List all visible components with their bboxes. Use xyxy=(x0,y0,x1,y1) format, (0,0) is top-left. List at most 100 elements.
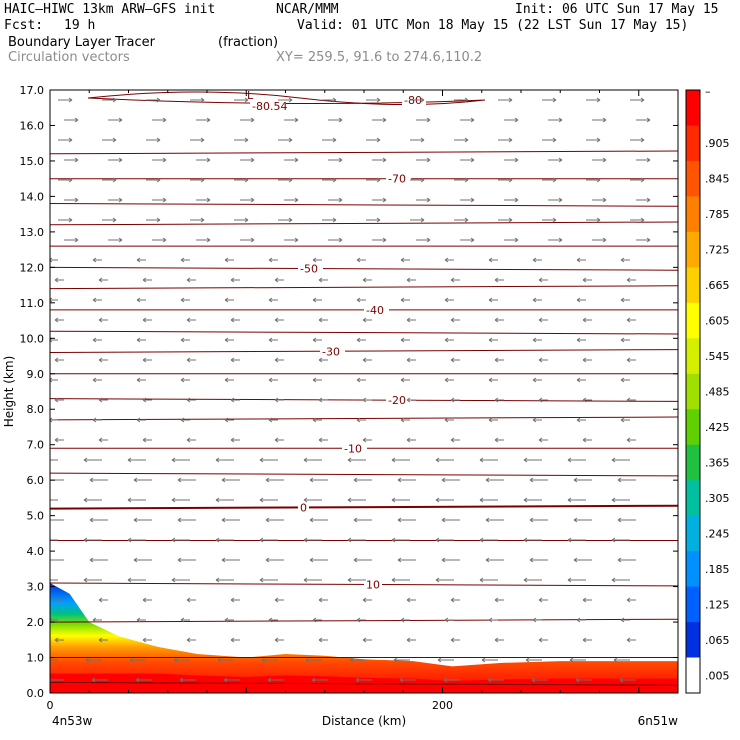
vector-head xyxy=(617,557,622,561)
vector-head xyxy=(309,477,314,481)
vector-head xyxy=(206,119,211,123)
vector-head xyxy=(494,399,499,403)
vector-head xyxy=(617,519,622,523)
vector-head xyxy=(406,399,411,403)
vector-head xyxy=(353,477,358,481)
vector-head xyxy=(98,597,103,601)
vector-head xyxy=(573,477,578,481)
vector-head xyxy=(406,437,411,441)
contour-label: 0 xyxy=(300,501,307,514)
vector-head xyxy=(596,179,601,183)
vector-head xyxy=(450,317,455,321)
vector-head xyxy=(127,457,132,461)
vector-head xyxy=(274,437,279,441)
vector-head xyxy=(98,599,103,603)
vector-head xyxy=(83,539,88,543)
vector-head xyxy=(180,339,185,343)
vector-head xyxy=(133,477,138,481)
vector-head xyxy=(98,399,103,403)
vector-head xyxy=(112,179,117,183)
vector-head xyxy=(356,619,361,623)
vector-head xyxy=(46,558,49,560)
vector-head xyxy=(485,559,490,563)
vector-head xyxy=(92,299,97,303)
y-tick-label: 1.0 xyxy=(27,652,45,665)
vector-head xyxy=(162,117,167,121)
vector-head xyxy=(250,159,255,163)
vector-head xyxy=(494,437,499,441)
vector-head xyxy=(382,159,387,163)
vector-head xyxy=(89,559,94,563)
vector-head xyxy=(626,597,631,601)
vector-head xyxy=(470,197,475,201)
vector-head xyxy=(224,299,229,303)
vector-head xyxy=(514,199,519,203)
vector-head xyxy=(294,237,299,241)
vector-head xyxy=(464,219,469,223)
vector-head xyxy=(576,417,581,421)
vector-head xyxy=(362,359,367,363)
vector-head xyxy=(617,479,622,483)
vector-head xyxy=(356,339,361,343)
vector-head xyxy=(180,259,185,263)
y-axis-label: Height (km) xyxy=(2,356,16,427)
vector-head xyxy=(40,460,43,462)
vector-head xyxy=(494,639,499,643)
vector-head xyxy=(224,379,229,383)
vector-head xyxy=(567,577,572,581)
vector-head xyxy=(558,237,563,241)
vector-head xyxy=(206,117,211,121)
vector-head xyxy=(611,457,616,461)
vector-head xyxy=(514,157,519,161)
vector-head xyxy=(602,199,607,203)
vector-head xyxy=(450,397,455,401)
vector-head xyxy=(646,197,651,201)
vector-head xyxy=(230,637,235,641)
vector-head xyxy=(221,517,226,521)
vector-head xyxy=(573,559,578,563)
vector-head xyxy=(224,417,229,421)
vector-head xyxy=(576,617,581,621)
vector-head xyxy=(142,399,147,403)
colorbar-label: .425 xyxy=(705,421,730,434)
vector-head xyxy=(356,419,361,423)
vector-head xyxy=(135,677,140,681)
vector-head xyxy=(626,637,631,641)
vector-head xyxy=(353,557,358,561)
vector-head xyxy=(523,537,528,541)
vector-head xyxy=(68,177,73,181)
vector-head xyxy=(186,439,191,443)
colorbar-label: .125 xyxy=(705,598,730,611)
plot-frame xyxy=(49,89,679,694)
contour-line xyxy=(50,203,678,207)
colorbar-swatch xyxy=(686,622,700,659)
vector-head xyxy=(470,157,475,161)
vector-head xyxy=(68,179,73,183)
vector-head xyxy=(177,559,182,563)
vector-head xyxy=(112,177,117,181)
vector-head xyxy=(274,397,279,401)
vector-head xyxy=(92,339,97,343)
vector-head xyxy=(406,317,411,321)
vector-head xyxy=(89,477,94,481)
vector-head xyxy=(487,679,492,683)
colorbar-swatch xyxy=(686,90,700,126)
vector-head xyxy=(142,637,147,641)
vector-head xyxy=(382,117,387,121)
contour-label-bg xyxy=(298,262,323,275)
vector-head xyxy=(221,519,226,523)
vector-head xyxy=(118,119,123,123)
vector-head xyxy=(74,239,79,243)
contour-label: -10 xyxy=(344,442,362,455)
vector-head xyxy=(54,317,59,321)
vector-head xyxy=(312,619,317,623)
contour-line xyxy=(50,221,678,226)
vector-head xyxy=(567,497,572,501)
vector-head xyxy=(274,597,279,601)
vector-head xyxy=(259,539,264,543)
vector-head xyxy=(206,157,211,161)
vector-head xyxy=(98,317,103,321)
vector-head xyxy=(426,119,431,123)
vector-head xyxy=(485,519,490,523)
vector-head xyxy=(450,277,455,281)
